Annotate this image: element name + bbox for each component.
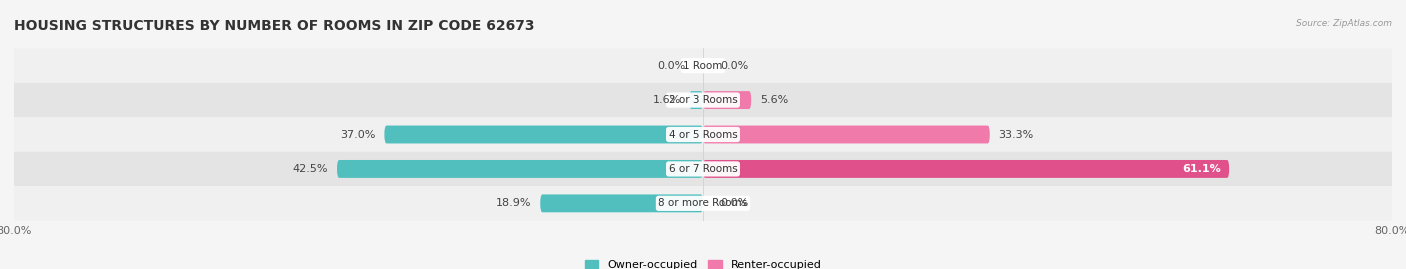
Legend: Owner-occupied, Renter-occupied: Owner-occupied, Renter-occupied: [585, 260, 821, 269]
FancyBboxPatch shape: [337, 160, 703, 178]
Text: 37.0%: 37.0%: [340, 129, 375, 140]
Text: 8 or more Rooms: 8 or more Rooms: [658, 198, 748, 208]
Text: 18.9%: 18.9%: [496, 198, 531, 208]
FancyBboxPatch shape: [384, 126, 703, 143]
Text: 1 Room: 1 Room: [683, 61, 723, 71]
Text: 5.6%: 5.6%: [759, 95, 789, 105]
Text: 0.0%: 0.0%: [720, 61, 748, 71]
FancyBboxPatch shape: [14, 186, 1392, 221]
Text: 0.0%: 0.0%: [720, 198, 748, 208]
FancyBboxPatch shape: [14, 117, 1392, 152]
FancyBboxPatch shape: [703, 91, 751, 109]
FancyBboxPatch shape: [689, 91, 703, 109]
Text: 1.6%: 1.6%: [652, 95, 681, 105]
Text: 0.0%: 0.0%: [658, 61, 686, 71]
Text: 42.5%: 42.5%: [292, 164, 329, 174]
Text: 33.3%: 33.3%: [998, 129, 1033, 140]
FancyBboxPatch shape: [540, 194, 703, 212]
Text: HOUSING STRUCTURES BY NUMBER OF ROOMS IN ZIP CODE 62673: HOUSING STRUCTURES BY NUMBER OF ROOMS IN…: [14, 19, 534, 33]
Text: 2 or 3 Rooms: 2 or 3 Rooms: [669, 95, 737, 105]
FancyBboxPatch shape: [14, 83, 1392, 117]
Text: 6 or 7 Rooms: 6 or 7 Rooms: [669, 164, 737, 174]
FancyBboxPatch shape: [14, 48, 1392, 83]
FancyBboxPatch shape: [703, 160, 1229, 178]
Text: Source: ZipAtlas.com: Source: ZipAtlas.com: [1296, 19, 1392, 28]
FancyBboxPatch shape: [703, 126, 990, 143]
Text: 4 or 5 Rooms: 4 or 5 Rooms: [669, 129, 737, 140]
FancyBboxPatch shape: [14, 152, 1392, 186]
Text: 61.1%: 61.1%: [1182, 164, 1220, 174]
